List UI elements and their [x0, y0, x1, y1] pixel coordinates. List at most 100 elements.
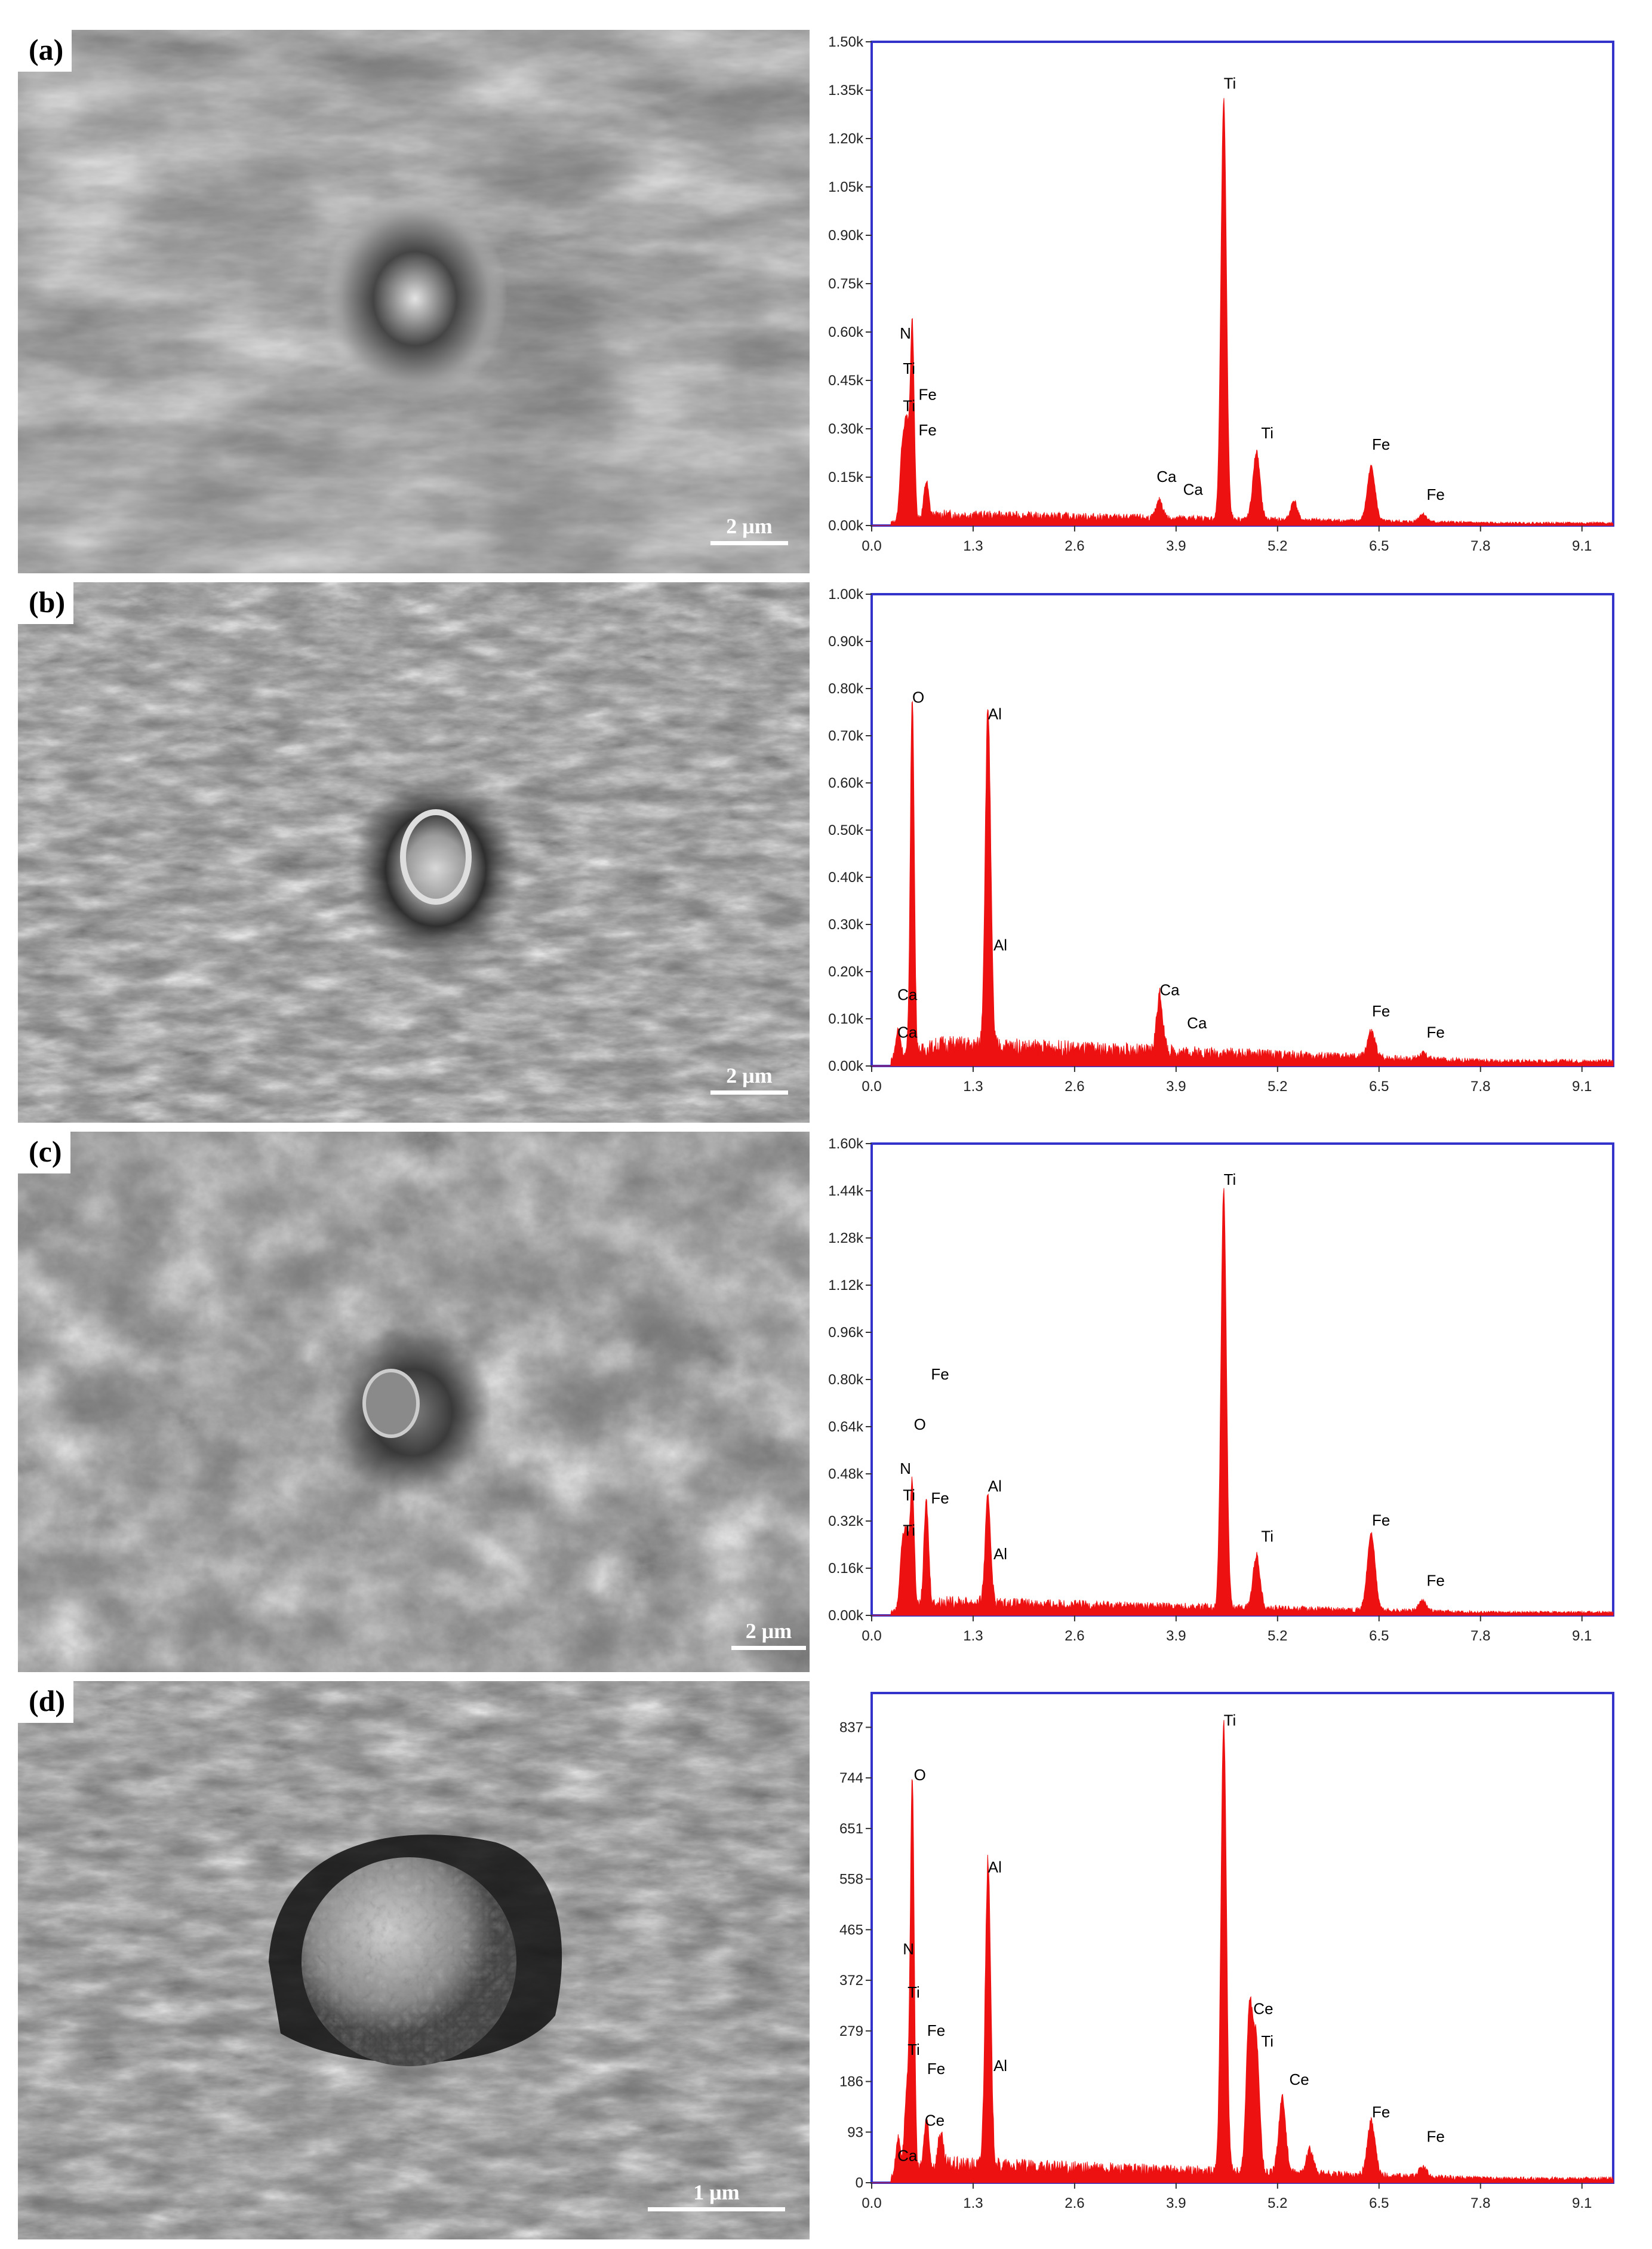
peak-label: Ca	[1156, 468, 1177, 486]
panel-label-b: (b)	[18, 582, 74, 624]
panel-label-d: (d)	[18, 1681, 74, 1723]
x-tick-label: 5.2	[1268, 1079, 1287, 1095]
y-tick-label: 0.30k	[828, 421, 864, 437]
panel-label-a: (a)	[18, 30, 72, 72]
inclusion-b	[352, 773, 519, 964]
peak-label: Fe	[931, 1365, 949, 1383]
y-tick-label: 0.70k	[828, 728, 864, 744]
y-tick-label: 0.48k	[828, 1466, 864, 1482]
x-tick-label: 2.6	[1065, 1628, 1084, 1644]
peak-label: O	[914, 1766, 926, 1784]
x-tick-label: 1.3	[963, 538, 983, 554]
sem-image-a: (a) 2 μm	[18, 30, 810, 573]
particle-c	[362, 1369, 420, 1438]
scale-bar-a: 2 μm	[710, 514, 788, 545]
y-tick-label: 0.64k	[828, 1419, 864, 1435]
peak-label: Fe	[1372, 435, 1390, 453]
particle-b	[400, 809, 472, 905]
eds-chart-b: 0.00k 0.10k 0.20k 0.30k 0.40k 0.50k 0.60k 0.70k…	[828, 586, 1614, 1095]
peak-label: Ti	[1261, 424, 1273, 442]
eds-spectrum-a: 0.00k 0.15k 0.30k 0.45k 0.60k 0.75k 0.90k 1.05k…	[812, 30, 1630, 567]
sem-texture-b	[18, 582, 810, 1123]
sem-image-d: (d) 1 μm	[18, 1681, 810, 2239]
peak-label: Fe	[927, 2060, 945, 2078]
x-tick-label: 6.5	[1369, 1628, 1389, 1644]
eds-chart-a: 0.00k 0.15k 0.30k 0.45k 0.60k 0.75k 0.90k 1.05k…	[828, 34, 1614, 554]
peak-label: Fe	[1427, 2128, 1445, 2146]
peak-label: Ca	[1159, 981, 1180, 999]
x-tick-label: 6.5	[1369, 1079, 1389, 1095]
peak-label: Al	[988, 1858, 1002, 1876]
y-tick-label: 1.50k	[828, 34, 864, 50]
peak-label: Ti	[907, 2041, 920, 2058]
y-tick-label: 0.75k	[828, 276, 864, 292]
scale-bar-label-a: 2 μm	[726, 514, 773, 538]
peak-label: Ca	[897, 1024, 918, 1041]
y-tick-label: 651	[839, 1821, 863, 1837]
scale-bar-line-c	[731, 1646, 806, 1650]
peak-label: Fe	[927, 2021, 945, 2039]
scale-bar-line-b	[710, 1090, 788, 1095]
plot-frame	[870, 593, 1614, 1067]
sem-image-b: (b) 2 μm	[18, 582, 810, 1123]
y-tick-label: 1.28k	[828, 1230, 864, 1246]
peak-label: Ca	[897, 2147, 918, 2165]
y-tick-label: 0.40k	[828, 870, 864, 886]
peak-label: Al	[993, 1545, 1007, 1563]
scale-bar-line-d	[648, 2207, 785, 2211]
peak-label: Ce	[1289, 2070, 1309, 2088]
x-tick-label: 0.0	[862, 1079, 881, 1095]
x-tick-label: 0.0	[862, 1628, 881, 1644]
peak-label: Al	[988, 1477, 1002, 1495]
y-tick-label: 1.60k	[828, 1136, 864, 1152]
eds-spectrum-b: 0.00k 0.10k 0.20k 0.30k 0.40k 0.50k 0.60k 0.70k…	[812, 582, 1630, 1108]
y-tick-label: 186	[839, 2074, 863, 2090]
y-tick-label: 0.30k	[828, 917, 864, 933]
y-tick-label: 0.15k	[828, 469, 864, 486]
y-tick-label: 0.90k	[828, 634, 864, 650]
peak-label: Ti	[903, 360, 915, 377]
x-tick-label: 3.9	[1166, 2195, 1186, 2211]
peak-label: Fe	[918, 421, 936, 439]
x-tick-label: 1.3	[963, 1628, 983, 1644]
y-tick-label: 1.20k	[828, 131, 864, 147]
scale-bar-label-c: 2 μm	[745, 1619, 792, 1643]
y-tick-label: 0.00k	[828, 1608, 864, 1624]
y-tick-label: 1.00k	[828, 586, 864, 603]
y-tick-label: 279	[839, 2023, 863, 2039]
y-tick-label: 0	[856, 2175, 863, 2191]
eds-chart-d: 0 93 186 279 372 465 558 651 744 837 0.0 1.3 2.6 3.9 5…	[839, 1692, 1614, 2211]
peak-label: Ti	[1261, 2032, 1273, 2050]
peak-label: Ca	[897, 985, 918, 1003]
inclusion-a	[322, 194, 507, 403]
y-tick-label: 0.32k	[828, 1513, 864, 1529]
y-tick-label: 0.00k	[828, 1058, 864, 1074]
x-tick-label: 7.8	[1471, 538, 1490, 554]
x-tick-label: 1.3	[963, 1079, 983, 1095]
peak-label: O	[912, 689, 924, 706]
peak-label: Fe	[1427, 1024, 1445, 1041]
y-tick-label: 0.45k	[828, 373, 864, 389]
scale-bar-d: 1 μm	[648, 2180, 785, 2211]
x-tick-label: 9.1	[1572, 538, 1592, 554]
peak-label: Ti	[903, 1522, 915, 1540]
peak-label: Fe	[1372, 1002, 1390, 1020]
x-tick-label: 3.9	[1166, 538, 1186, 554]
y-tick-label: 1.12k	[828, 1277, 864, 1294]
peak-label: Ti	[903, 1486, 915, 1504]
eds-spectrum-c: 0.00k 0.16k 0.32k 0.48k 0.64k 0.80k 0.96k 1.12k…	[812, 1132, 1630, 1657]
y-tick-label: 465	[839, 1922, 863, 1938]
peak-label: Fe	[1372, 2103, 1390, 2121]
peak-label: O	[914, 1415, 926, 1433]
panel-label-c: (c)	[18, 1132, 70, 1173]
peak-label: N	[903, 1940, 914, 1958]
peak-label: Al	[993, 2057, 1007, 2075]
x-tick-label: 0.0	[862, 2195, 881, 2211]
y-tick-label: 837	[839, 1719, 863, 1735]
spectrum-area	[872, 98, 1614, 526]
x-tick-label: 6.5	[1369, 2195, 1389, 2211]
x-tick-label: 2.6	[1065, 2195, 1084, 2211]
peak-label: Ca	[1187, 1014, 1207, 1032]
peak-label: Ti	[1261, 1528, 1273, 1546]
scale-bar-c: 2 μm	[731, 1618, 806, 1650]
